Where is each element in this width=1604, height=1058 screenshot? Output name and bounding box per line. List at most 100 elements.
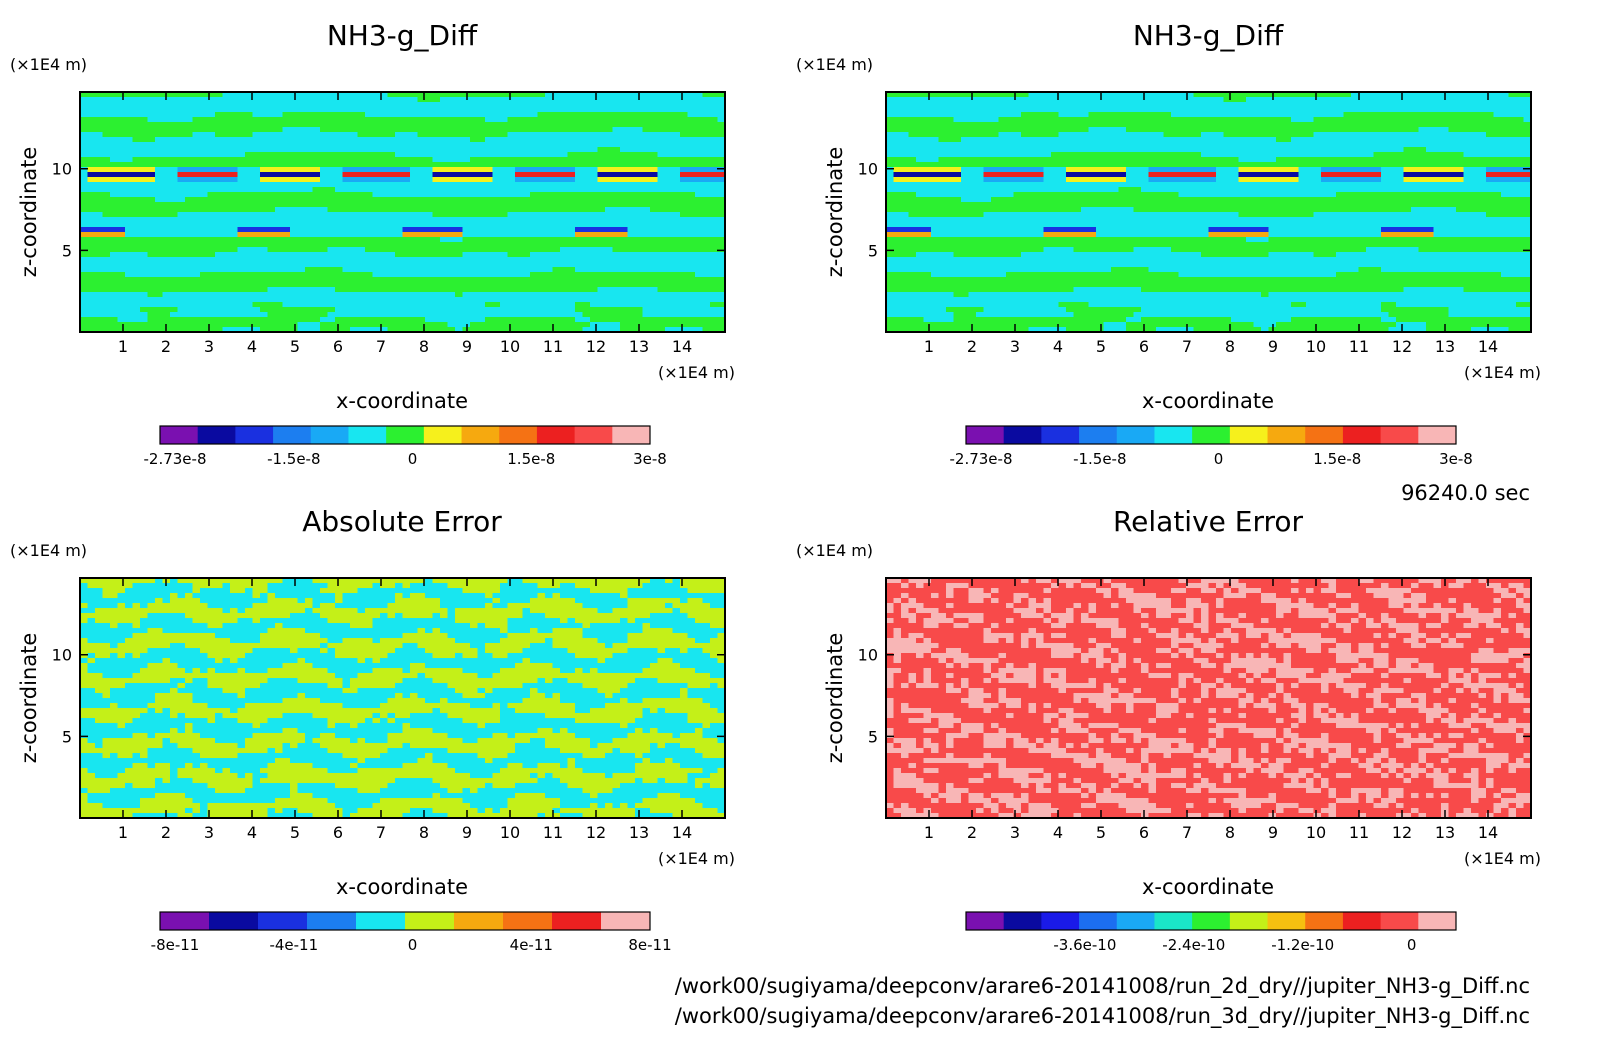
heatmap-cell <box>901 212 909 218</box>
heatmap-cell <box>635 137 643 143</box>
heatmap-cell <box>575 232 583 238</box>
heatmap-cell <box>110 157 118 163</box>
heatmap-cell <box>568 247 576 253</box>
heatmap-cell <box>500 272 508 278</box>
heatmap-cell <box>886 252 894 258</box>
heatmap-cell <box>350 107 358 113</box>
heatmap-cell <box>253 212 261 218</box>
heatmap-cell <box>598 192 606 198</box>
heatmap-cell <box>680 172 688 178</box>
heatmap-cell <box>388 237 396 243</box>
heatmap-cell <box>598 127 606 133</box>
heatmap-cell <box>118 142 126 148</box>
heatmap-cell <box>530 257 538 263</box>
heatmap-cell <box>230 297 238 303</box>
heatmap-cell <box>568 262 576 268</box>
heatmap-cell <box>133 282 141 288</box>
heatmap-cell <box>575 97 583 103</box>
heatmap-cell <box>95 157 103 163</box>
heatmap-cell <box>605 297 613 303</box>
heatmap-cell <box>901 127 909 133</box>
heatmap-cell <box>253 262 261 268</box>
heatmap-cell <box>178 242 186 248</box>
heatmap-cell <box>583 242 591 248</box>
heatmap-cell <box>455 152 463 158</box>
heatmap-cell <box>680 112 688 118</box>
heatmap-cell <box>80 207 88 213</box>
heatmap-cell <box>560 172 568 178</box>
heatmap-cell <box>275 207 283 213</box>
heatmap-cell <box>538 227 546 233</box>
heatmap-cell <box>568 232 576 238</box>
heatmap-cell <box>909 227 917 233</box>
heatmap-cell <box>350 162 358 168</box>
heatmap-cell <box>984 102 992 108</box>
heatmap-cell <box>298 167 306 173</box>
heatmap-cell <box>583 272 591 278</box>
heatmap-cell <box>688 262 696 268</box>
heatmap-cell <box>440 222 448 228</box>
heatmap-cell <box>991 157 999 163</box>
heatmap-cell <box>568 107 576 113</box>
heatmap-cell <box>553 237 561 243</box>
heatmap-cell <box>590 227 598 233</box>
heatmap-cell <box>894 97 902 103</box>
heatmap-cell <box>635 197 643 203</box>
heatmap-cell <box>523 107 531 113</box>
heatmap-cell <box>95 102 103 108</box>
heatmap-cell <box>515 192 523 198</box>
heatmap-cell <box>946 132 954 138</box>
heatmap-cell <box>110 212 118 218</box>
x-tick-label: 7 <box>376 337 386 356</box>
heatmap-cell <box>110 112 118 118</box>
heatmap-cell <box>916 222 924 228</box>
heatmap-cell <box>433 137 441 143</box>
heatmap-cell <box>103 212 111 218</box>
heatmap-cell <box>976 307 984 313</box>
heatmap-cell <box>103 237 111 243</box>
heatmap-cell <box>538 232 546 238</box>
heatmap-cell <box>538 247 546 253</box>
heatmap-cell <box>185 242 193 248</box>
heatmap-cell <box>673 152 681 158</box>
heatmap-cell <box>961 312 969 318</box>
heatmap-cell <box>170 157 178 163</box>
heatmap-cell <box>155 182 163 188</box>
heatmap-cell <box>103 277 111 283</box>
heatmap-cell <box>380 167 388 173</box>
heatmap-cell <box>230 322 238 328</box>
heatmap-cell <box>894 212 902 218</box>
heatmap-cell <box>433 147 441 153</box>
heatmap-cell <box>230 177 238 183</box>
heatmap-cell <box>991 197 999 203</box>
heatmap-cell <box>155 122 163 128</box>
heatmap-cell <box>418 222 426 228</box>
heatmap-cell <box>643 162 651 168</box>
heatmap-cell <box>954 162 962 168</box>
heatmap-cell <box>193 202 201 208</box>
heatmap-cell <box>125 107 133 113</box>
heatmap-cell <box>245 107 253 113</box>
heatmap-cell <box>380 227 388 233</box>
heatmap-cell <box>283 197 291 203</box>
heatmap-cell <box>688 267 696 273</box>
heatmap-cell <box>643 237 651 243</box>
heatmap-cell <box>395 137 403 143</box>
heatmap-cell <box>410 157 418 163</box>
heatmap-cell <box>208 232 216 238</box>
heatmap-cell <box>80 282 88 288</box>
heatmap-cell <box>901 272 909 278</box>
heatmap-cell <box>924 127 932 133</box>
heatmap-cell <box>710 317 718 323</box>
heatmap-cell <box>125 252 133 258</box>
heatmap-cell <box>605 252 613 258</box>
heatmap-cell <box>688 182 696 188</box>
heatmap-cell <box>395 292 403 298</box>
heatmap-cell <box>688 212 696 218</box>
heatmap-cell <box>163 137 171 143</box>
heatmap-cell <box>395 172 403 178</box>
heatmap-cell <box>575 227 583 233</box>
heatmap-cell <box>185 252 193 258</box>
heatmap-cell <box>118 292 126 298</box>
heatmap-cell <box>103 307 111 313</box>
